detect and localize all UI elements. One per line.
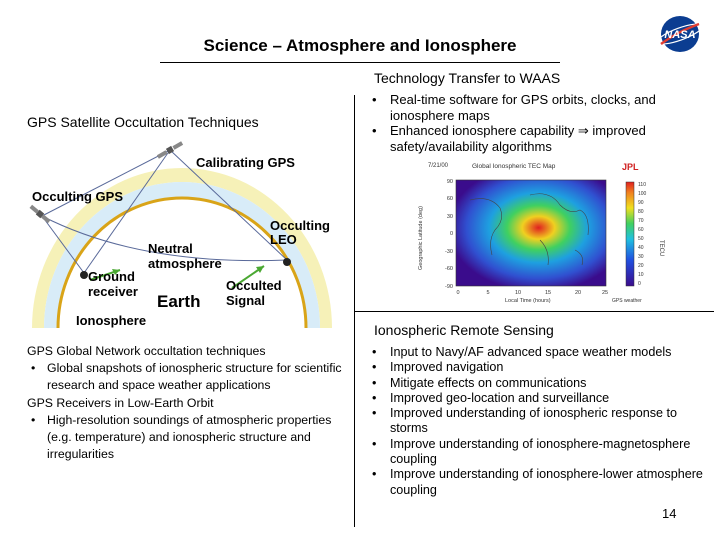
svg-text:70: 70 [638,218,644,224]
lat-tick: 60 [447,196,453,202]
page-number: 14 [662,506,677,521]
ray-occulting-leo [41,215,288,262]
remote-bullet-3: Mitigate effects on communications [370,376,714,392]
tec-map-ylabel: Geographic Latitude (deg) [418,206,424,270]
svg-text:30: 30 [638,254,644,260]
svg-text:20: 20 [638,263,644,269]
ray-calibrating-occulting [41,149,171,217]
lt-tick: 25 [602,290,608,296]
lt-tick: 5 [486,290,489,296]
tec-map-title: Global Ionospheric TEC Map [472,163,556,170]
left-bullet-1: Global snapshots of ionospheric structur… [27,360,347,394]
ground-receiver-icon [80,271,88,279]
lat-tick: -60 [445,266,453,272]
label-atmosphere: atmosphere [148,256,222,271]
lat-tick: -90 [445,284,453,290]
left-bullet-2: High-resolution soundings of atmospheric… [27,412,347,464]
remote-bullet-2: Improved navigation [370,360,714,376]
occultation-heading: GPS Satellite Occultation Techniques [27,114,259,130]
left-text-block: GPS Global Network occultation technique… [27,343,347,463]
earth-outline [56,196,308,329]
label-occulting: Occulting [270,218,330,233]
lt-tick: 0 [456,290,459,296]
waas-heading: Technology Transfer to WAAS [374,70,561,86]
lt-tick: 10 [515,290,521,296]
lat-tick: 0 [450,231,453,237]
occultation-diagram: Calibrating GPS Occulting GPS Occulting … [29,141,332,329]
remote-bullet-7: Improve understanding of ionosphere-lowe… [370,467,714,498]
svg-text:10: 10 [638,272,644,278]
waas-bullet-2: Enhanced ionosphere capability ⇒ improve… [370,123,700,154]
svg-text:80: 80 [638,209,644,215]
lat-tick: 30 [447,214,453,220]
tec-map-corner-label: JPL [622,162,639,172]
tec-map: 7/21/00 Global Ionospheric TEC Map JPL 9… [418,162,664,304]
svg-text:90: 90 [638,200,644,206]
svg-text:40: 40 [638,245,644,251]
label-ground: Ground [88,269,135,284]
svg-text:60: 60 [638,227,644,233]
slide-title: Science – Atmosphere and Ionosphere [203,36,517,55]
svg-text:7/21/00: 7/21/00 [428,163,449,169]
waas-bullet-1: Real-time software for GPS orbits, clock… [370,92,700,123]
lt-tick: 15 [545,290,551,296]
label-signal: Signal [226,293,265,308]
remote-bullet-5: Improved understanding of ionospheric re… [370,406,714,437]
label-ionosphere: Ionosphere [76,313,146,328]
nasa-logo: NASA [656,16,704,52]
left-paragraph-2: GPS Receivers in Low-Earth Orbit [27,395,214,410]
tec-map-coastlines [469,193,589,266]
label-occulted: Occulted [226,278,282,293]
ray-calibrating-ground [83,149,171,274]
label-receiver: receiver [88,284,138,299]
title-underline [160,62,560,63]
tec-map-lat-ticks: 90 60 30 0 -30 -60 -90 [445,179,453,290]
tec-map-legend: GPS weather [612,298,642,304]
svg-text:0: 0 [638,281,641,287]
label-neutral: Neutral [148,241,193,256]
lt-tick: 20 [575,290,581,296]
label-leo: LEO [270,232,297,247]
lat-tick: 90 [447,179,453,185]
label-calibrating-gps: Calibrating GPS [196,155,295,170]
lat-tick: -30 [445,249,453,255]
ray-calibrating-leo [169,149,288,261]
label-occulting-gps: Occulting GPS [32,189,123,204]
waas-bullet-list: Real-time software for GPS orbits, clock… [370,92,700,154]
ray-occulting-ground [41,215,85,274]
label-earth: Earth [157,292,200,311]
occulting-gps-satellite-icon [29,204,51,224]
tec-map-plot [455,179,607,287]
nasa-logo-text: NASA [664,29,695,41]
remote-bullet-1: Input to Navy/AF advanced space weather … [370,345,714,361]
tec-colorbar-label: TECU [658,240,664,256]
tec-colorbar-ticks: 110 100 90 80 70 60 50 40 30 20 10 0 [638,182,647,287]
remote-bullet-4: Improved geo-location and surveillance [370,391,714,407]
svg-text:50: 50 [638,236,644,242]
horizontal-divider [354,311,714,312]
remote-sensing-bullet-list: Input to Navy/AF advanced space weather … [370,345,714,498]
leo-satellite-icon [283,258,291,266]
svg-text:110: 110 [638,182,646,188]
tec-colorbar [625,181,635,287]
calibrating-gps-satellite-icon [156,141,184,159]
svg-text:100: 100 [638,191,647,197]
remote-bullet-6: Improve understanding of ionosphere-magn… [370,437,714,468]
tec-map-xlabel: Local Time (hours) [505,298,551,304]
tec-map-lt-ticks: 0 5 10 15 20 25 [456,290,608,296]
remote-sensing-heading: Ionospheric Remote Sensing [374,322,554,338]
left-paragraph-1: GPS Global Network occultation technique… [27,344,266,358]
